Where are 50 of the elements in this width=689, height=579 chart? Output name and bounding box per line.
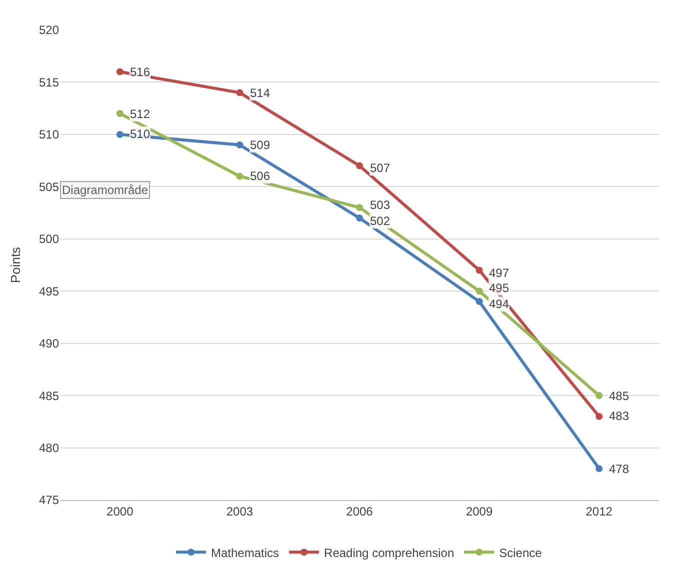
annotation: Diagramområde xyxy=(62,183,148,197)
point xyxy=(116,68,124,76)
data-label: 509 xyxy=(250,138,270,152)
point xyxy=(356,162,363,170)
legend-label: Science xyxy=(499,546,542,560)
y-tick-label: 505 xyxy=(38,180,60,194)
y-axis-title: Points xyxy=(8,246,23,284)
x-tick-label: 2012 xyxy=(586,504,613,518)
x-tick-label: 2000 xyxy=(106,504,134,518)
y-tick-label: 500 xyxy=(38,232,60,246)
data-label: 485 xyxy=(609,389,630,403)
y-tick-label: 515 xyxy=(38,75,60,90)
point xyxy=(476,266,483,274)
y-tick-label: 475 xyxy=(38,493,60,508)
point xyxy=(356,214,363,222)
point xyxy=(596,412,603,420)
point xyxy=(596,392,603,400)
point xyxy=(596,465,603,472)
data-label: 507 xyxy=(370,161,390,175)
data-label: 497 xyxy=(489,266,510,280)
data-label: 510 xyxy=(130,127,150,141)
data-label: 478 xyxy=(609,462,630,476)
data-label: 483 xyxy=(609,409,630,423)
data-label: 514 xyxy=(250,86,270,100)
y-tick-label: 490 xyxy=(38,336,60,351)
data-label: 495 xyxy=(489,281,510,295)
y-tick-label: 485 xyxy=(38,388,60,403)
point xyxy=(236,141,244,148)
y-tick-label: 480 xyxy=(38,440,60,455)
data-label: 506 xyxy=(250,169,270,183)
data-label: 516 xyxy=(130,65,150,79)
point xyxy=(476,288,483,295)
point xyxy=(116,130,124,138)
point xyxy=(236,89,244,96)
point xyxy=(476,298,483,306)
data-label: 503 xyxy=(370,198,390,212)
x-tick-label: 2003 xyxy=(226,504,254,518)
data-label: 502 xyxy=(370,214,390,228)
y-tick-label: 510 xyxy=(38,128,60,142)
point xyxy=(116,110,124,118)
legend-label: Reading comprehension xyxy=(324,546,454,560)
y-tick-label: 495 xyxy=(38,284,60,298)
point xyxy=(356,204,363,212)
x-tick-label: 2006 xyxy=(346,504,374,518)
legend-label: Mathematics xyxy=(211,546,280,560)
point xyxy=(236,172,244,180)
data-label: 494 xyxy=(489,297,510,311)
x-tick-label: 2009 xyxy=(466,504,493,518)
y-tick-label: 520 xyxy=(38,23,60,38)
data-label: 512 xyxy=(130,107,150,121)
